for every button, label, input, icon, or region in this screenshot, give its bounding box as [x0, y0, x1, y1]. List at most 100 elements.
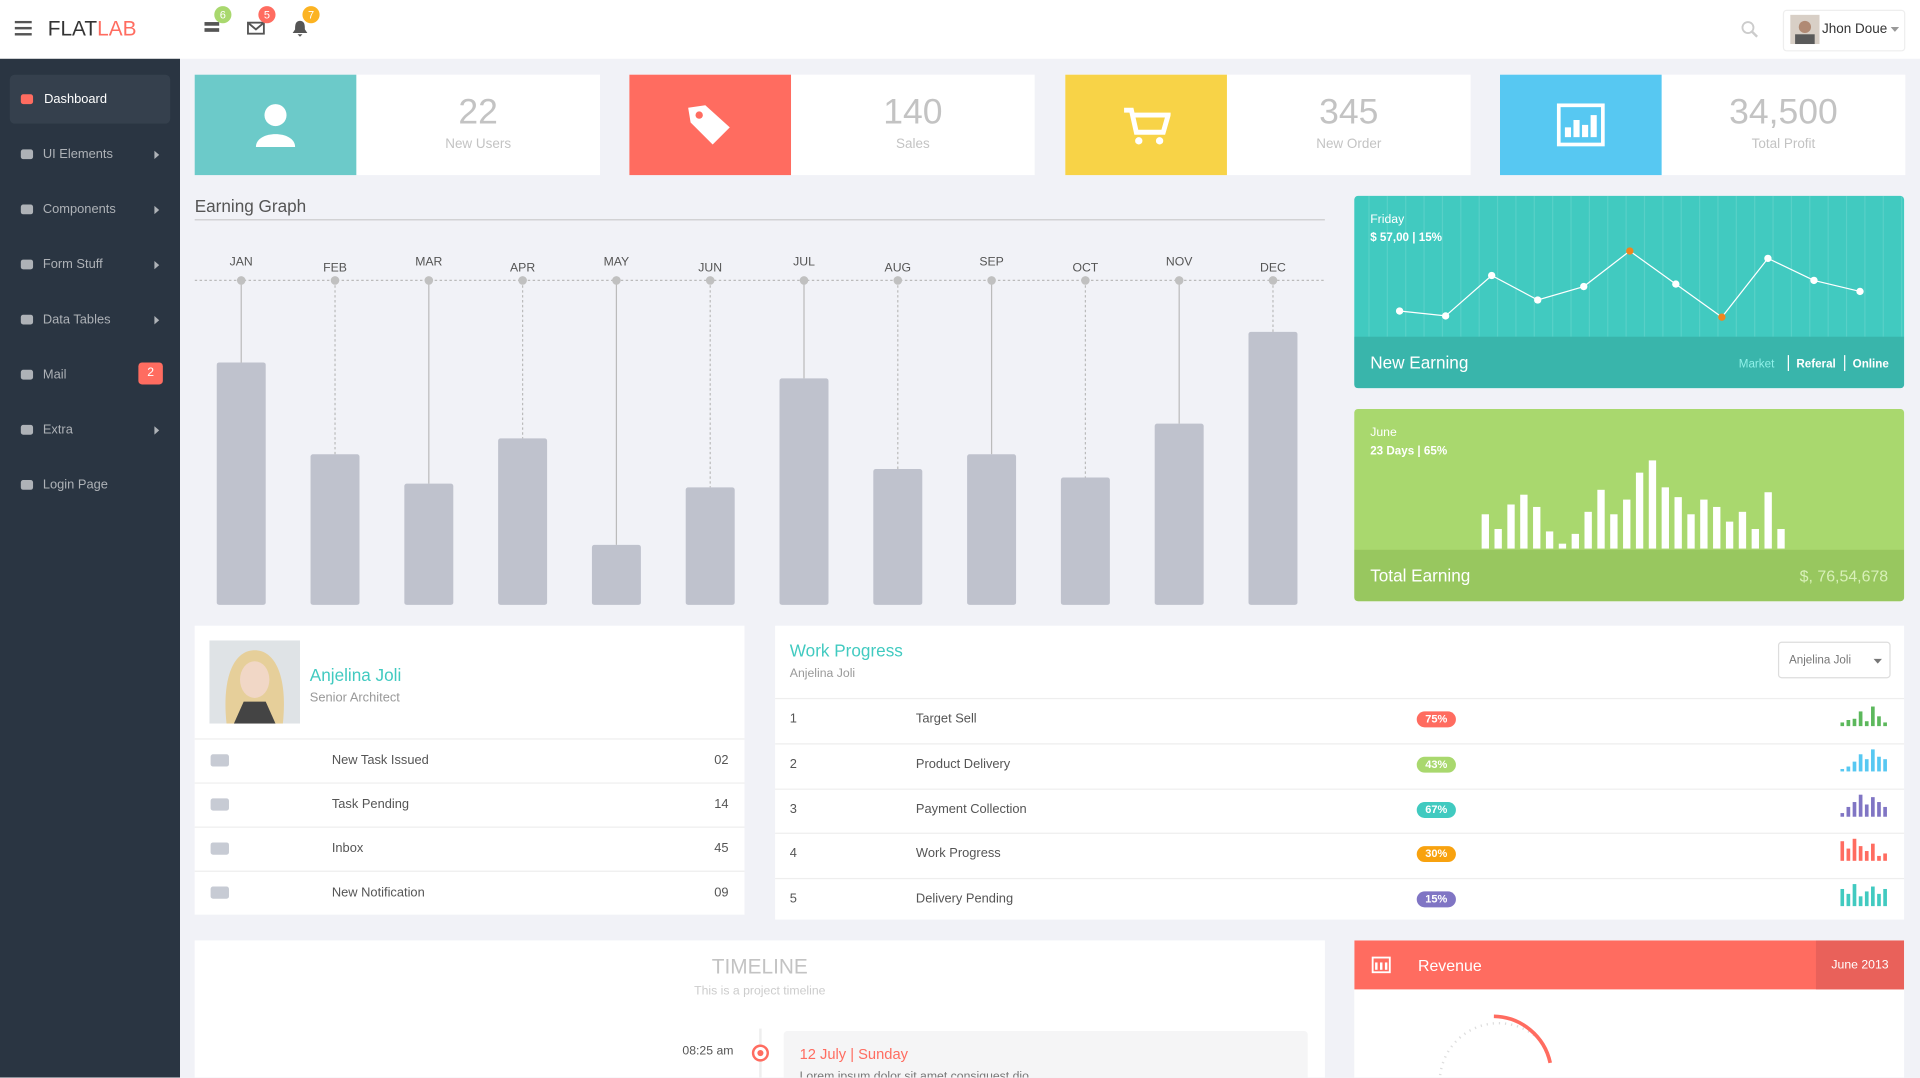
- earning-bar: [1584, 511, 1592, 549]
- bar: [591, 544, 641, 605]
- earning-bar: [1648, 460, 1657, 549]
- revenue-period: June 2013: [1831, 958, 1889, 973]
- revenue-panel: Revenue June 2013: [1354, 940, 1905, 1078]
- tab[interactable]: Market: [1738, 357, 1775, 372]
- icon-shape: [20, 204, 34, 215]
- spark-bar: [1877, 801, 1881, 817]
- icon-shape: [1375, 962, 1378, 970]
- period-box: [1815, 940, 1905, 990]
- user-menu[interactable]: Jhon Doue: [1782, 9, 1906, 52]
- spark-bar: [1846, 894, 1851, 907]
- notification-badge[interactable]: 6: [214, 6, 232, 24]
- row-number: 2: [789, 756, 797, 772]
- stat-value: 22: [458, 93, 498, 133]
- spark-bar: [1883, 853, 1887, 862]
- earning-bar: [1520, 494, 1528, 549]
- icon-shape: [1384, 962, 1388, 970]
- nav-label: Components: [42, 202, 116, 217]
- search-icon[interactable]: [1741, 21, 1759, 38]
- user-dropdown[interactable]: Anjelina Joli: [1777, 641, 1891, 679]
- nav-icon: [20, 314, 34, 325]
- row-task: Delivery Pending: [915, 891, 1014, 907]
- row-divider: [775, 833, 1905, 835]
- month-label: NOV: [1166, 254, 1193, 268]
- icon-shape: [1590, 115, 1597, 138]
- month-dot: [1081, 276, 1090, 285]
- photo-body: [233, 701, 276, 724]
- nav-item[interactable]: Components: [10, 185, 170, 234]
- icon-shape: [20, 314, 34, 325]
- nav-label: Login Page: [42, 477, 108, 493]
- earning-bar: [1610, 514, 1618, 549]
- nav-item[interactable]: Data Tables: [10, 295, 170, 344]
- row-divider: [194, 738, 745, 740]
- earning-bar: [1687, 514, 1695, 549]
- month-label: MAR: [415, 254, 442, 268]
- arrow: [154, 150, 160, 160]
- spark-bar: [1858, 794, 1863, 817]
- caret: [1890, 26, 1900, 32]
- earning-bar: [1713, 506, 1721, 549]
- row-divider: [775, 743, 1905, 745]
- month-label: OCT: [1072, 260, 1098, 274]
- bar: [498, 438, 548, 605]
- month-dot: [799, 276, 809, 285]
- bar: [1154, 423, 1204, 605]
- stat-icon-box: [1065, 74, 1227, 176]
- month-dot: [424, 276, 434, 285]
- spark-bar: [1858, 846, 1863, 862]
- bar: [873, 468, 923, 605]
- bar: [216, 362, 266, 605]
- row-icon: [210, 754, 229, 767]
- nav-item[interactable]: Form Stuff: [10, 240, 170, 289]
- nav-item[interactable]: Extra: [10, 405, 170, 454]
- revenue-icon: [1371, 956, 1391, 974]
- panel-footer: New Earning Market Referal Online: [1354, 336, 1905, 389]
- photo-face: [240, 661, 270, 698]
- spark-bar: [1840, 841, 1845, 862]
- notification-badge[interactable]: 5: [258, 6, 276, 24]
- tab-separator: [1844, 355, 1846, 372]
- earning-point: [1672, 280, 1680, 288]
- row-divider: [194, 782, 745, 784]
- spark-bar: [1846, 766, 1851, 772]
- revenue-header: Revenue June 2013: [1354, 940, 1905, 990]
- new-earning-panel: Friday $ 57,00 | 15% New Earning Market Refe…: [1354, 195, 1905, 389]
- spark-bar: [1864, 803, 1869, 817]
- tab[interactable]: Online: [1852, 357, 1889, 372]
- stat-icon: [1124, 107, 1171, 145]
- nav-item[interactable]: Mail 2: [10, 350, 170, 399]
- row-label: New Notification: [331, 885, 425, 901]
- menu-toggle[interactable]: [14, 20, 32, 36]
- timeline-entry: 12 July | Sunday Lorem ipsum dolor sit am…: [783, 1031, 1308, 1078]
- spark-bar: [1871, 844, 1875, 862]
- icon-shape: [1582, 124, 1589, 138]
- total-earning-panel: June 23 Days | 65% Total Earning $, 76,54,6…: [1354, 408, 1905, 602]
- tab[interactable]: Referal: [1796, 357, 1836, 372]
- notification-badge[interactable]: 7: [302, 6, 320, 24]
- tab-separator: [1787, 355, 1789, 372]
- row-count: 02: [714, 753, 729, 768]
- nav-item[interactable]: Login Page: [10, 460, 170, 509]
- nav-item[interactable]: Dashboard: [9, 74, 171, 124]
- earning-bar: [1481, 514, 1489, 549]
- stat-card: 34,500 Total Profit: [1500, 74, 1906, 176]
- entry-date: 12 July | Sunday: [799, 1045, 908, 1063]
- row-label: New Task Issued: [331, 753, 429, 768]
- icon-part: [204, 28, 220, 32]
- percent-badge: 75%: [1416, 711, 1456, 728]
- earning-chart: JAN FEB MAR APR MAY JUN JUL AUG SEP OCT NOV DEC: [194, 254, 1325, 605]
- nav-item[interactable]: UI Elements: [10, 130, 170, 179]
- profile-name: Anjelina Joli: [309, 664, 402, 685]
- nav-icon: [20, 149, 34, 160]
- sparkline: [1840, 749, 1887, 772]
- row-divider: [194, 826, 745, 828]
- icon-shape: [1573, 120, 1580, 138]
- timeline-time: 08:25 am: [682, 1044, 734, 1058]
- logo[interactable]: FLATLAB: [48, 17, 137, 41]
- submenu-arrow: [154, 205, 160, 215]
- nav-label: Extra: [42, 422, 73, 438]
- new-earning-chart: [1368, 195, 1903, 337]
- spark-bar: [1840, 889, 1845, 907]
